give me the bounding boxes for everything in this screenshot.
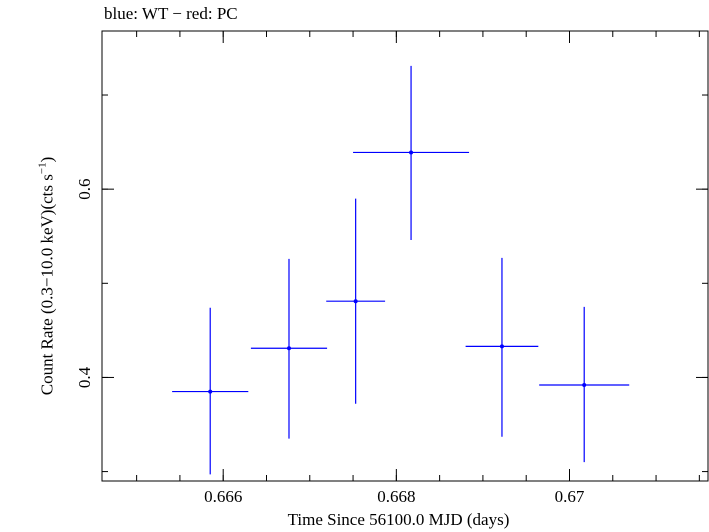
axis-ticks: 0.666 0.668 0.67 0.4 0.6 [75, 31, 708, 506]
data-point-group [250, 258, 328, 439]
y-axis-label-close: ) [37, 156, 57, 163]
data-point [208, 389, 213, 394]
data-point [353, 299, 358, 304]
x-tick-label: 0.67 [555, 487, 585, 506]
y-axis-label-main: Count Rate (0.3−10.0 keV)(cts s [37, 174, 57, 396]
plot-frame [101, 30, 709, 482]
data-series [172, 65, 630, 475]
data-point [499, 344, 504, 349]
x-axis-label: Time Since 56100.0 MJD (days) [287, 510, 510, 529]
y-axis-label: Count Rate (0.3−10.0 keV)(cts s−1) [37, 157, 58, 396]
data-point [409, 150, 414, 155]
x-tick-label: 0.668 [377, 487, 415, 506]
data-point-group [539, 306, 630, 463]
data-point-group [326, 198, 386, 404]
y-axis-label-exponent: −1 [36, 162, 49, 175]
data-point-group [465, 257, 539, 437]
data-point-group [172, 307, 249, 475]
y-tick-label: 0.4 [75, 366, 94, 388]
y-tick-label: 0.6 [75, 179, 94, 200]
x-tick-label: 0.666 [204, 487, 242, 506]
chart-title: blue: WT − red: PC [104, 4, 238, 23]
data-point-group [353, 65, 470, 240]
data-point [286, 346, 291, 351]
data-point [582, 382, 587, 387]
